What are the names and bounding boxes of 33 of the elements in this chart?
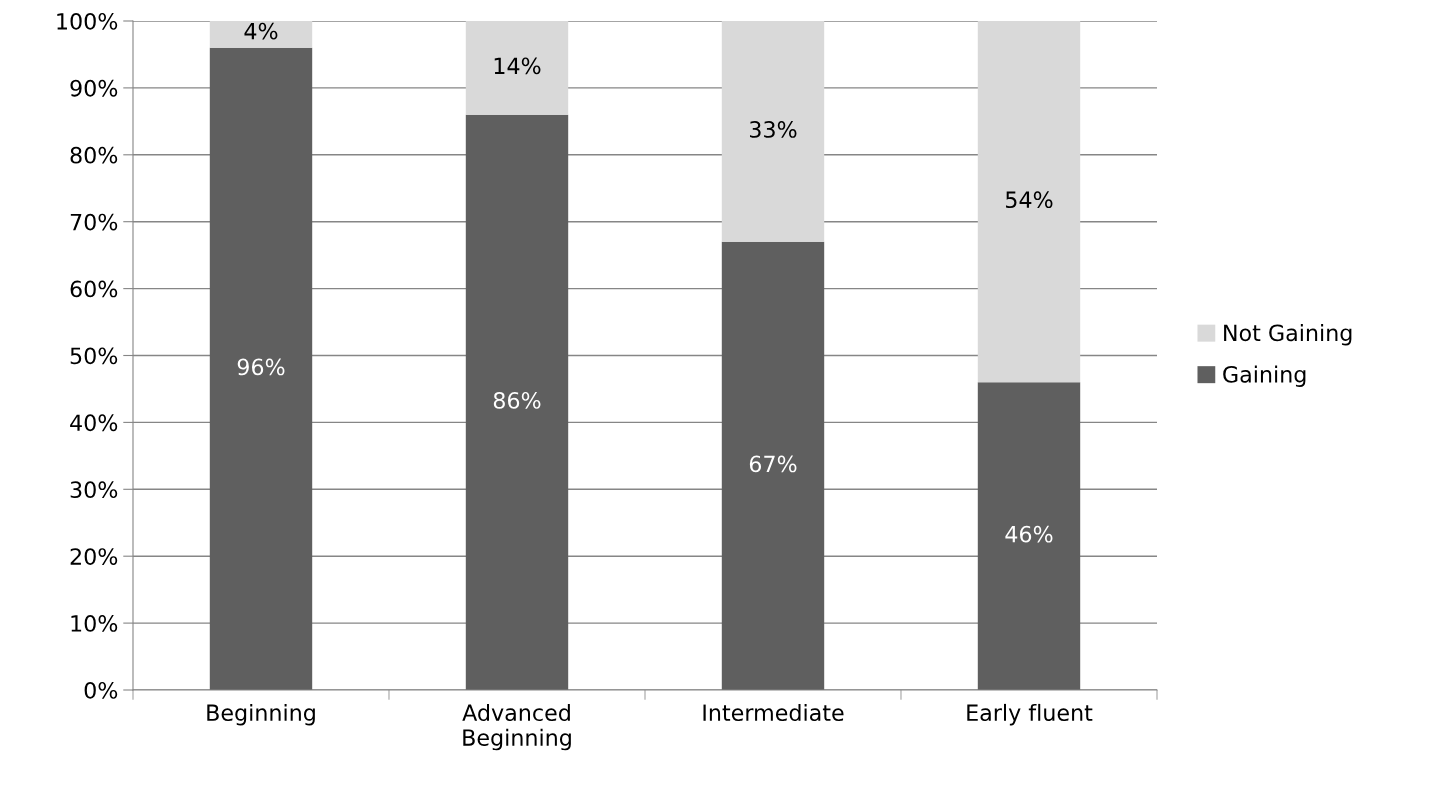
bar [465, 21, 569, 115]
bar [209, 47, 313, 690]
bar [977, 21, 1081, 383]
data-label: 54% [1006, 191, 1053, 209]
data-label: 33% [750, 121, 797, 138]
y-tick-label: 10% [71, 615, 118, 632]
data-label: 4% [244, 22, 278, 40]
y-tick-label: 70% [70, 213, 118, 231]
y-tick-label: 90% [70, 79, 118, 97]
legend-label: Not Gaining [1224, 323, 1352, 346]
y-tick-label: 0% [84, 681, 118, 699]
x-tick-label: Early fluent [967, 703, 1093, 726]
data-label: 86% [493, 391, 541, 409]
bar [721, 21, 825, 242]
data-label: 96% [237, 358, 285, 376]
bar [209, 21, 313, 48]
legend-label: Gaining [1223, 365, 1306, 388]
data-label: 67% [749, 455, 797, 473]
y-tick-label: 40% [70, 414, 118, 432]
y-tick-label: 100% [57, 12, 118, 30]
bar [465, 114, 569, 690]
y-tick-label: 20% [70, 548, 118, 565]
y-tick-label: 80% [70, 146, 118, 164]
y-tick-label: 50% [70, 347, 118, 365]
bar [721, 241, 825, 690]
bar [977, 382, 1081, 690]
x-tick-label: Advanced Beginning [462, 703, 571, 751]
data-label: 46% [1005, 525, 1053, 543]
y-tick-label: 30% [70, 481, 118, 499]
x-tick-label: Beginning [207, 703, 315, 726]
x-tick-label: Intermediate [703, 703, 844, 722]
y-tick-label: 60% [70, 280, 118, 298]
data-label: 14% [494, 57, 541, 75]
